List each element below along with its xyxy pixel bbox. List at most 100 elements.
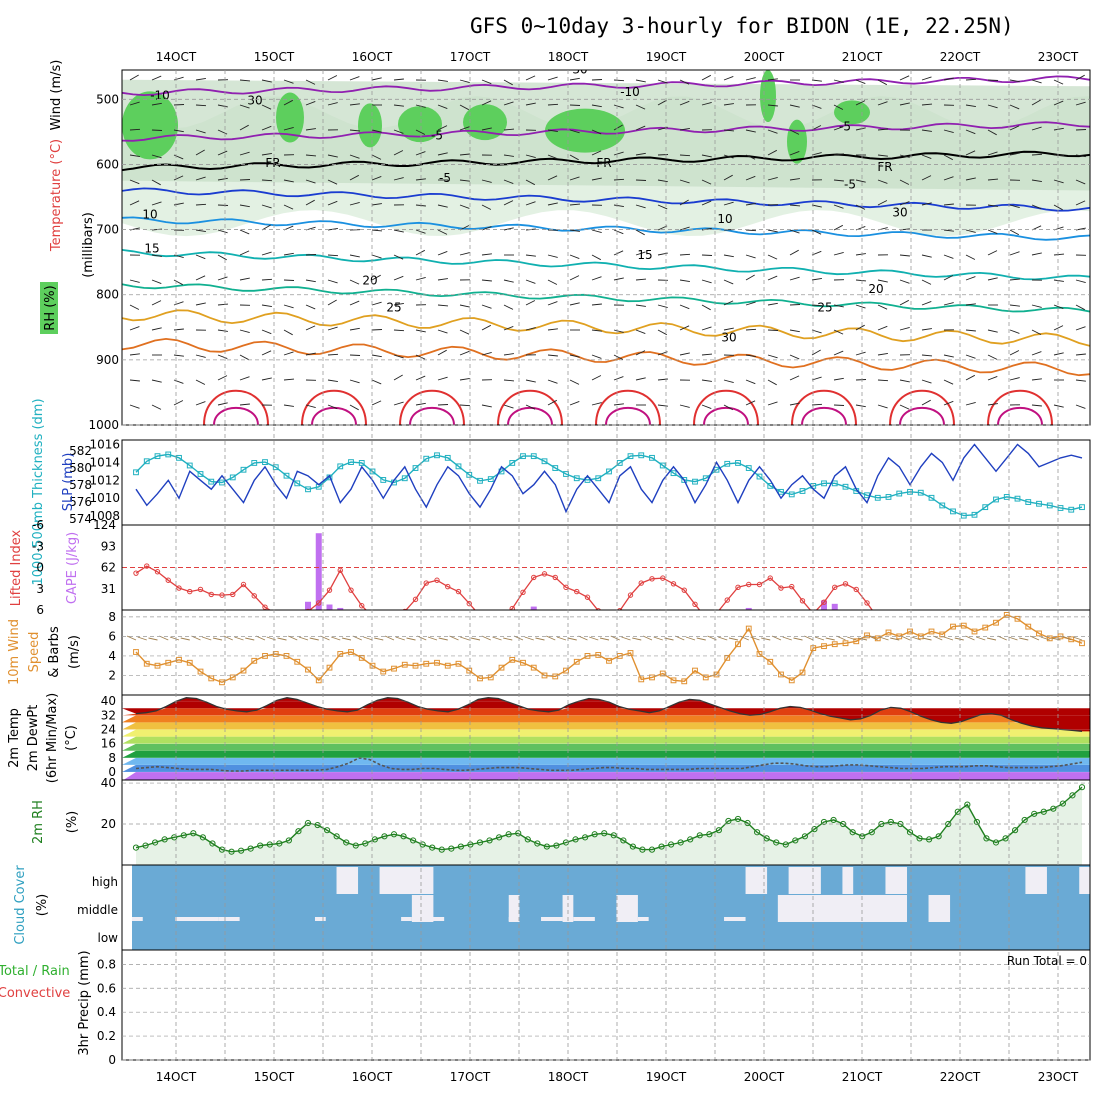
wind-barb	[855, 127, 866, 131]
rh2m-point	[381, 833, 388, 840]
rh2m-point	[257, 842, 264, 849]
wind-barb	[393, 78, 404, 81]
contour-label: 20	[362, 273, 377, 287]
wind-barb	[217, 229, 228, 234]
surface-wind-barb	[406, 637, 416, 641]
wind-barb	[349, 201, 360, 206]
wind-barb	[877, 179, 888, 184]
wind-barb	[305, 179, 316, 184]
isotherm-arch-inner	[311, 406, 357, 425]
wind-barb	[151, 300, 162, 306]
surface-wind-barb	[728, 637, 739, 641]
rh2m-point	[142, 842, 149, 849]
wind-barb	[833, 204, 844, 209]
surface-wind-barb	[427, 636, 438, 641]
temperature-tick: 40	[101, 694, 116, 708]
wind-barb	[327, 379, 338, 383]
lifted-index-point	[176, 585, 182, 591]
wind-barb	[415, 354, 426, 360]
wind-barb	[745, 379, 756, 385]
thickness-point	[219, 479, 225, 486]
wind-barb	[1053, 79, 1064, 85]
wind-barb	[943, 400, 954, 406]
lifted-index-point	[983, 618, 987, 622]
wind-barb	[1031, 378, 1042, 381]
thickness-point	[143, 458, 150, 465]
wind-barb	[349, 76, 360, 81]
wind-barb	[899, 75, 910, 81]
wind-barb	[921, 175, 932, 181]
wind-barb	[855, 100, 866, 106]
wind-barb	[635, 278, 647, 281]
wind-barb	[1075, 101, 1086, 106]
lifted-index-point	[704, 616, 708, 620]
wind-barb	[459, 329, 470, 335]
wind-barb	[283, 179, 294, 183]
wind-barb	[217, 129, 228, 135]
wind-speed-point	[272, 651, 279, 657]
rh2m-point	[687, 836, 694, 843]
rh2m-point	[734, 815, 742, 823]
wind-barb	[459, 350, 470, 356]
wind-barb	[239, 403, 250, 406]
lifted-index-point	[187, 588, 193, 595]
surface-wind-barb	[632, 637, 642, 641]
wind-barb	[723, 279, 734, 285]
rh2m-point	[582, 834, 589, 841]
lifted-index-point	[1005, 628, 1009, 632]
thickness-point	[401, 475, 408, 482]
surface-wind-barb	[1040, 636, 1050, 641]
wind-barb	[745, 328, 757, 331]
wind-speed-point	[670, 677, 677, 684]
isotherm-line	[122, 187, 1090, 212]
wind-barb	[591, 177, 602, 181]
rh2m-point	[486, 837, 493, 844]
wind-barb	[657, 304, 668, 309]
wind-barb	[327, 75, 338, 81]
wind-barb	[129, 326, 140, 331]
wind-barb	[921, 300, 932, 306]
rh2m-point	[677, 839, 684, 846]
rh2m-point	[1021, 816, 1028, 824]
wind-barb	[921, 328, 932, 331]
rh2m-point	[1012, 827, 1019, 834]
surface-wind-barb	[298, 636, 309, 641]
wind-barb	[855, 204, 866, 210]
rh2m-unit-label: (%)	[65, 811, 80, 834]
wind-barb	[261, 152, 272, 156]
wind-barb	[833, 224, 844, 231]
wind-barb	[283, 126, 294, 131]
thickness-point	[305, 486, 311, 493]
wind-barb	[679, 154, 691, 157]
wind-barb	[129, 179, 140, 185]
wind-barb	[855, 179, 866, 183]
wind-barb	[569, 254, 580, 260]
isotherm-arch-inner	[605, 406, 651, 425]
lifted-index-point	[617, 608, 623, 610]
wind-barb	[547, 129, 558, 133]
slp-tick: 1014	[89, 455, 120, 469]
wind-barb	[789, 249, 799, 256]
wind-barb	[261, 104, 272, 110]
wind-barb	[503, 379, 515, 382]
rh2m-point	[973, 818, 980, 826]
wind-barb	[987, 178, 999, 181]
wind-barb	[1009, 304, 1020, 307]
wind-barb	[305, 154, 317, 157]
contour-label: 25	[386, 301, 401, 315]
thickness-tick: 580	[69, 461, 92, 475]
lifted-index-point	[154, 569, 161, 575]
surface-wind-barb	[782, 636, 792, 641]
rh2m-point	[916, 835, 923, 842]
wind-speed-point	[229, 674, 236, 681]
wind-barb	[1053, 127, 1064, 131]
lifted-index-point	[381, 621, 385, 625]
wind-barb	[899, 201, 910, 206]
wind-barb	[679, 179, 690, 184]
lifted-index-point	[509, 605, 515, 610]
cloud-cell	[401, 917, 412, 921]
cloud-cell	[379, 867, 434, 894]
wind-speed-group	[126, 611, 1085, 686]
wind-barb	[437, 125, 448, 131]
